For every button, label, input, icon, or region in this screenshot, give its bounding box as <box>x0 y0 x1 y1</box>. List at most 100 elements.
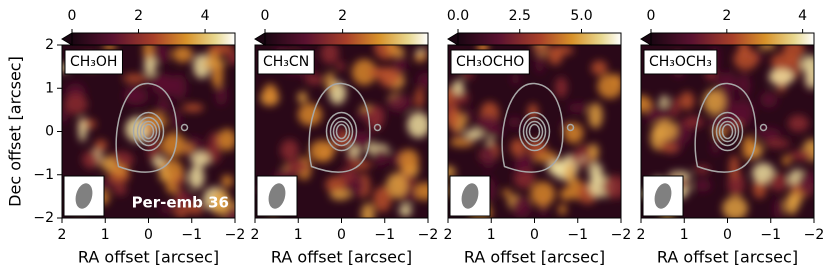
map-blob <box>320 45 339 65</box>
y-axis-label: Dec offset [arcsec] <box>6 56 25 207</box>
map-blob <box>188 165 205 189</box>
map-texture <box>62 45 235 218</box>
contour <box>332 120 351 143</box>
map-blob <box>588 102 603 129</box>
map-blob <box>407 112 428 138</box>
map-blob <box>262 83 278 106</box>
x-tick-label: −2 <box>611 227 632 243</box>
panel: CH₃OCHO 2 1 0 −1 −2 RA offset [arcsec] 0.0 2.5 5.… <box>444 8 632 267</box>
x-axis-label: RA offset [arcsec] <box>271 248 412 267</box>
map-blob <box>530 181 555 207</box>
map-blob <box>448 105 460 131</box>
map-blob <box>453 128 464 141</box>
beam-box <box>63 175 105 217</box>
map-blob <box>547 48 563 65</box>
map-blob <box>797 170 814 195</box>
contour <box>115 82 178 173</box>
colorbar-tick-label: 4 <box>201 8 210 24</box>
y-tick-label: 0 <box>45 124 54 140</box>
map-blob <box>414 53 426 62</box>
map-blob <box>602 175 621 199</box>
beam <box>461 183 479 209</box>
map-blob <box>693 165 711 174</box>
x-tick-label: 2 <box>444 227 453 243</box>
map-blob <box>654 103 672 126</box>
contour <box>528 123 541 140</box>
map-blob <box>330 189 351 201</box>
beam <box>654 183 672 209</box>
map-blob <box>144 56 156 76</box>
x-tick-label: −2 <box>418 227 439 243</box>
map-blob <box>280 139 299 161</box>
map-blob <box>304 74 325 85</box>
map-blob <box>372 147 389 166</box>
map-blob <box>415 87 424 109</box>
map-blob <box>159 167 170 182</box>
x-axis-label: RA offset [arcsec] <box>657 248 798 267</box>
map-blob <box>755 127 782 140</box>
map-blob <box>211 62 224 88</box>
map-blob <box>361 203 375 218</box>
map-blob <box>531 45 550 52</box>
molecule-label-box <box>257 49 315 75</box>
colorbar-tick-label: 0 <box>68 8 77 24</box>
map-blob <box>215 84 228 106</box>
colorbar-tick-label: 4 <box>798 8 807 24</box>
map-blob <box>515 153 535 170</box>
x-tick-label: 0 <box>530 227 539 243</box>
map-blob <box>217 128 235 151</box>
map-blob <box>398 149 420 173</box>
map-blob <box>711 139 720 155</box>
colorbar-tick-label: 2 <box>722 8 731 24</box>
map-blob <box>527 139 547 157</box>
map-blob <box>502 188 511 198</box>
map-blob <box>570 152 584 163</box>
map-blob <box>511 195 532 218</box>
contour <box>711 111 744 152</box>
map-blob <box>345 153 356 165</box>
map-blob <box>751 162 775 184</box>
colorbar-extend <box>447 32 459 46</box>
beam <box>75 183 93 209</box>
map-blob <box>297 103 323 126</box>
map-blob <box>182 103 204 112</box>
map-blob <box>588 162 603 183</box>
map-blob <box>449 138 475 147</box>
colorbar-tick-label: 2.5 <box>509 8 531 24</box>
map-blob <box>800 55 814 74</box>
map-blobs <box>641 45 814 218</box>
contour <box>373 123 382 132</box>
map-blob <box>151 73 176 97</box>
map-blob <box>535 51 544 74</box>
map-blob <box>804 68 814 88</box>
colorbar-extend <box>61 32 73 46</box>
map-blob <box>367 104 384 131</box>
contour <box>180 123 189 132</box>
map-blob <box>613 74 621 87</box>
contour <box>325 111 358 152</box>
source-annotation: Per-emb 36 <box>132 194 229 212</box>
y-tick-label: 2 <box>45 37 54 53</box>
map-blob <box>784 195 799 215</box>
map-blob <box>758 45 776 50</box>
map-blob <box>386 45 397 57</box>
map-blob <box>286 159 309 174</box>
map-blob <box>221 175 234 188</box>
y-tick-label: −2 <box>33 210 54 226</box>
map-blob <box>733 48 759 71</box>
contour <box>308 82 371 173</box>
map-blob <box>62 110 68 123</box>
x-tick-label: 2 <box>637 227 646 243</box>
contour <box>142 123 155 140</box>
x-tick-label: −1 <box>374 227 395 243</box>
map-blob <box>297 91 308 104</box>
x-tick-label: 0 <box>144 227 153 243</box>
contour <box>335 123 348 140</box>
map-blob <box>385 172 408 199</box>
map-blob <box>482 143 496 169</box>
map-blob <box>94 139 108 152</box>
map-blob <box>591 60 608 76</box>
map-blob <box>693 178 712 192</box>
map-blob <box>226 51 235 65</box>
